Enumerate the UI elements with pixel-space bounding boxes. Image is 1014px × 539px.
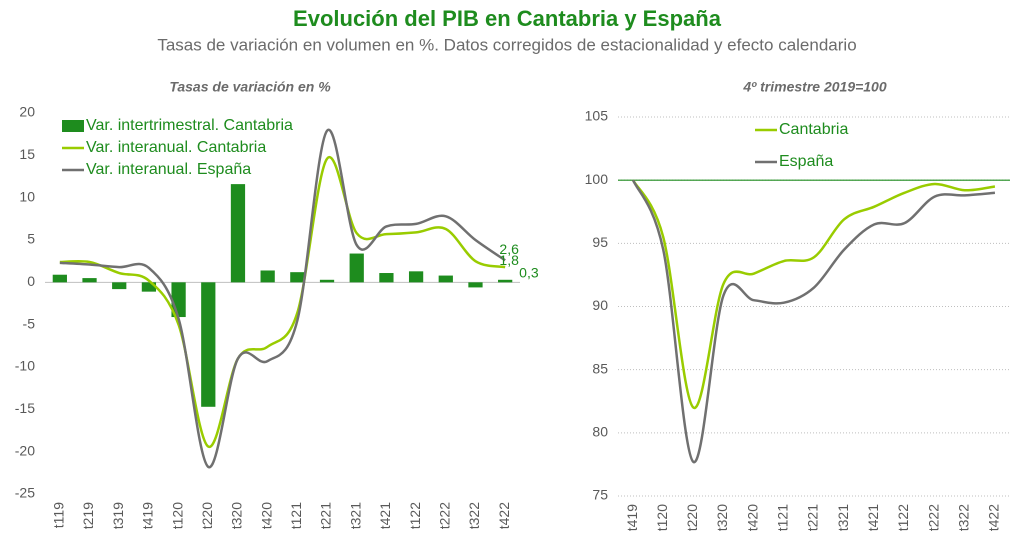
- bar: [468, 282, 483, 288]
- legend-label: España: [779, 153, 833, 170]
- line: [631, 179, 996, 409]
- bar: [408, 271, 424, 283]
- x-tick-label: t419: [140, 502, 156, 529]
- page-subtitle: Tasas de variación en volumen en %. Dato…: [157, 35, 856, 54]
- x-tick-label: t121: [775, 504, 791, 531]
- y-tick-label: 5: [27, 231, 35, 247]
- y-tick-label: -15: [15, 400, 35, 416]
- data-label: 1,8: [499, 252, 519, 268]
- y-tick-label: 0: [27, 273, 35, 289]
- y-tick-label: 75: [592, 487, 608, 503]
- bar: [112, 282, 127, 290]
- line: [631, 179, 996, 464]
- x-tick-label: t421: [865, 504, 881, 531]
- x-tick-label: t421: [377, 502, 393, 529]
- line: [59, 155, 506, 448]
- x-tick-label: t320: [714, 504, 730, 531]
- y-tick-label: -25: [15, 485, 35, 501]
- y-tick-label: 20: [19, 104, 35, 120]
- x-tick-label: t420: [744, 504, 760, 531]
- x-tick-label: t419: [624, 504, 640, 531]
- x-tick-label: t321: [347, 502, 363, 529]
- y-tick-label: -10: [15, 358, 35, 374]
- x-tick-label: t122: [407, 502, 423, 529]
- legend-label: Var. interanual. Cantabria: [86, 139, 266, 156]
- x-tick-label: t320: [229, 502, 245, 529]
- bar: [260, 270, 275, 283]
- bar: [319, 279, 335, 283]
- data-label: 0,3: [519, 264, 539, 280]
- chart-title: Tasas de variación en %: [169, 79, 331, 95]
- bar: [290, 272, 305, 283]
- data-label: 2,6: [499, 241, 519, 257]
- y-tick-label: 90: [592, 297, 608, 313]
- line: [59, 128, 506, 469]
- bar: [498, 279, 513, 283]
- y-tick-label: 100: [585, 171, 609, 187]
- bar: [349, 253, 364, 283]
- legend-label: Var. interanual. España: [86, 161, 251, 178]
- bar: [379, 273, 394, 283]
- y-tick-label: 85: [592, 360, 608, 376]
- x-tick-label: t119: [51, 502, 67, 528]
- legend-swatch: [62, 120, 84, 132]
- bar: [230, 184, 246, 283]
- x-tick-label: t122: [895, 504, 911, 531]
- x-tick-label: t319: [110, 502, 126, 529]
- y-tick-label: 80: [592, 424, 608, 440]
- y-tick-label: 15: [19, 146, 35, 162]
- bar: [201, 282, 216, 407]
- x-tick-label: t422: [986, 504, 1002, 531]
- y-tick-label: 105: [585, 108, 609, 124]
- y-tick-label: -5: [23, 315, 36, 331]
- bar: [52, 274, 67, 283]
- y-tick-label: 10: [19, 188, 35, 204]
- x-tick-label: t221: [805, 504, 821, 531]
- x-tick-label: t219: [80, 502, 96, 529]
- x-tick-label: t322: [466, 502, 482, 529]
- x-tick-label: t321: [835, 504, 851, 531]
- bar: [141, 282, 157, 292]
- chart-title: 4º trimestre 2019=100: [742, 79, 886, 95]
- y-tick-label: 95: [592, 234, 608, 250]
- x-tick-label: t222: [925, 504, 941, 531]
- x-tick-label: t121: [288, 502, 304, 529]
- x-tick-label: t420: [258, 502, 274, 529]
- x-tick-label: t120: [654, 504, 670, 531]
- bar: [438, 275, 453, 283]
- x-tick-label: t220: [199, 502, 215, 529]
- x-tick-label: t422: [496, 502, 512, 529]
- legend-label: Var. intertrimestral. Cantabria: [86, 117, 293, 134]
- y-tick-label: -20: [15, 442, 35, 458]
- bar: [82, 278, 97, 283]
- x-tick-label: t222: [436, 502, 452, 529]
- x-tick-label: t221: [318, 502, 334, 529]
- legend-label: Cantabria: [779, 121, 848, 138]
- page-title: Evolución del PIB en Cantabria y España: [293, 6, 722, 31]
- x-tick-label: t120: [169, 502, 185, 529]
- x-tick-label: t220: [684, 504, 700, 531]
- x-tick-label: t322: [955, 504, 971, 531]
